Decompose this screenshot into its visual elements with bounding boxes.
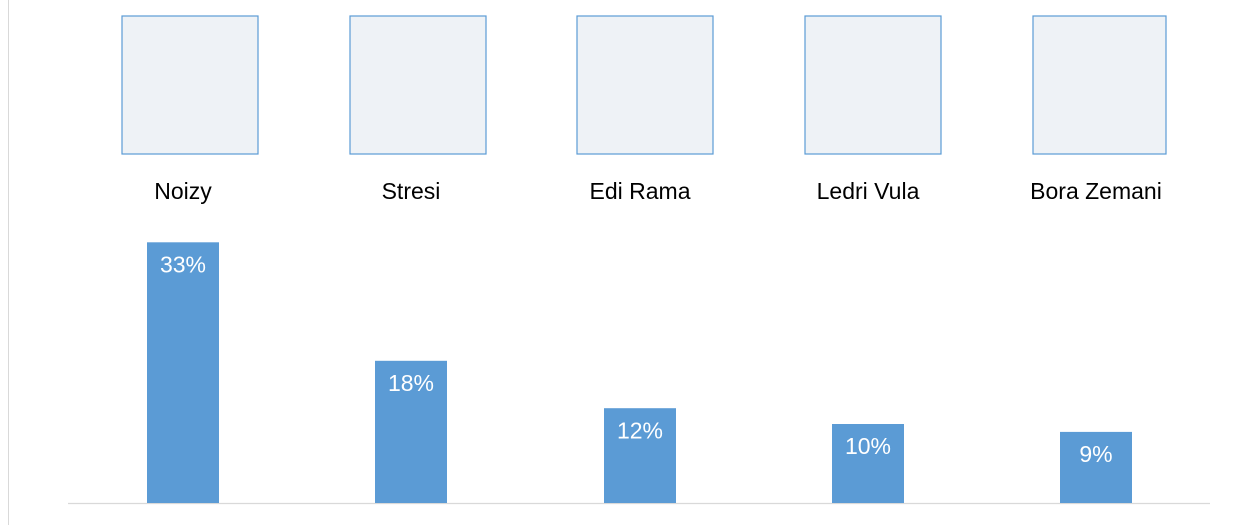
value-label: 33% [160, 251, 206, 277]
bar [604, 408, 676, 503]
photo [1032, 15, 1167, 155]
photo [121, 15, 259, 155]
photo [804, 15, 942, 155]
photos [121, 15, 1167, 155]
value-label: 12% [617, 417, 663, 443]
value-label: 18% [388, 370, 434, 396]
category-label: Ledri Vula [817, 178, 920, 204]
photo [576, 15, 714, 155]
bar [1060, 431, 1132, 503]
category-label: Noizy [154, 178, 212, 204]
value-label: 10% [845, 433, 891, 459]
category-label: Edi Rama [590, 178, 691, 204]
category-label: Bora Zemani [1030, 178, 1162, 204]
bar [375, 360, 447, 503]
category-label: Stresi [382, 178, 441, 204]
bar [147, 242, 219, 504]
photo [349, 15, 487, 155]
value-label: 9% [1079, 441, 1112, 467]
bar [832, 424, 904, 503]
